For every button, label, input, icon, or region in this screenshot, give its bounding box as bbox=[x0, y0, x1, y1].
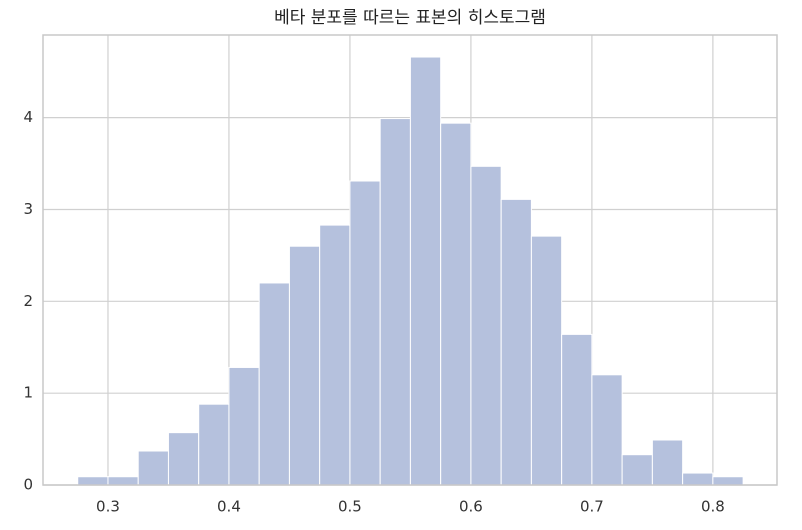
bar bbox=[349, 180, 381, 486]
bar bbox=[228, 366, 260, 486]
x-tick-label: 0.3 bbox=[96, 498, 120, 516]
x-tick-label: 0.6 bbox=[459, 498, 483, 516]
bar bbox=[319, 224, 351, 486]
y-tick-label: 2 bbox=[23, 292, 33, 310]
bar bbox=[409, 56, 442, 486]
bar bbox=[198, 403, 230, 486]
x-tick-label: 0.7 bbox=[580, 498, 604, 516]
bar bbox=[530, 235, 563, 486]
bar bbox=[500, 198, 532, 486]
bar bbox=[682, 472, 714, 486]
y-tick-label: 3 bbox=[23, 200, 33, 218]
y-tick-label: 1 bbox=[23, 384, 33, 402]
x-tick-label: 0.5 bbox=[338, 498, 362, 516]
chart-title: 베타 분포를 따르는 표본의 히스토그램 bbox=[274, 8, 546, 28]
bar bbox=[651, 439, 684, 486]
bar bbox=[288, 245, 321, 486]
y-tick-label: 4 bbox=[23, 108, 33, 126]
bar bbox=[712, 476, 744, 486]
bar bbox=[167, 432, 200, 486]
x-tick-label: 0.8 bbox=[701, 498, 725, 516]
bar bbox=[561, 333, 593, 486]
bar bbox=[137, 450, 169, 486]
bar bbox=[591, 374, 623, 486]
bar bbox=[77, 476, 109, 486]
bar bbox=[258, 282, 290, 486]
y-tick-label: 0 bbox=[23, 476, 33, 494]
x-tick-label: 0.4 bbox=[217, 498, 241, 516]
bar bbox=[470, 165, 502, 486]
bar bbox=[379, 118, 411, 486]
plot-frame bbox=[42, 34, 778, 486]
bar bbox=[107, 476, 139, 486]
bar bbox=[621, 454, 653, 486]
bar bbox=[440, 122, 472, 486]
